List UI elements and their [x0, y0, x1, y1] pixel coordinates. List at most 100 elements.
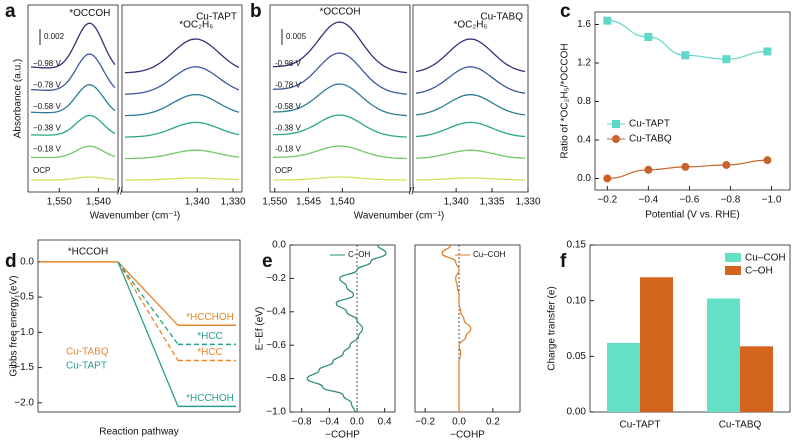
sample-label: Cu-TAPT: [196, 12, 237, 23]
spectrum: [124, 93, 240, 117]
marker: [681, 162, 690, 171]
legend-swatch: [725, 253, 741, 262]
x-tick-label: −0.4: [638, 195, 658, 206]
series-label: −0.78 V: [33, 81, 61, 90]
y-tick-label: −0.2: [266, 273, 286, 284]
x-tick-label: 1,330: [221, 197, 246, 208]
panel-label: c: [560, 1, 571, 22]
legend-label: Cu–COH: [745, 253, 786, 264]
annotation: *OCCOH: [319, 7, 360, 18]
y-tick-label: 0.10: [567, 295, 587, 306]
x-tick-label: 1,335: [480, 197, 505, 208]
spectrum: [273, 21, 408, 74]
y-tick-label: 1.6: [577, 19, 591, 30]
x-tick-label: 1,545: [296, 197, 321, 208]
state-label: *HCCHOH: [186, 312, 234, 323]
marker: [722, 160, 731, 169]
spectrum: [30, 84, 116, 114]
y-tick-label: −0.5: [14, 292, 34, 303]
x-axis-label: −COHP: [450, 430, 485, 441]
x-tick-label: −0.6: [680, 195, 700, 206]
x-tick-label: −0.8: [292, 417, 312, 428]
marker: [763, 156, 772, 165]
x-tick-label: 1,340: [185, 197, 210, 208]
x-tick-label: 0.2: [486, 417, 500, 428]
plot-frame: [594, 11, 791, 191]
x-axis-label: Wavenumber (cm⁻¹): [354, 211, 444, 222]
plot-frame: [289, 244, 396, 413]
bar: [707, 298, 740, 412]
x-tick-label: 0.0: [350, 417, 364, 428]
spectrum: [124, 121, 240, 138]
y-tick-label: 0.0: [20, 256, 34, 267]
plot-frame: [27, 4, 119, 193]
x-tick-label: Cu-TABQ: [719, 420, 762, 431]
plot-frame: [414, 244, 521, 413]
spectrum: [30, 53, 116, 91]
spectrum: [415, 66, 526, 94]
legend-label: Cu-TAPT: [66, 361, 107, 372]
marker: [722, 55, 731, 64]
spectrum: [415, 149, 526, 159]
energy-connector: [117, 261, 179, 407]
spectrum: [415, 38, 526, 73]
marker: [644, 33, 653, 42]
y-axis-label: E−Ef (eV): [255, 307, 266, 351]
legend-label: Cu-TABQ: [66, 347, 109, 358]
sample-label: Cu-TABQ: [480, 12, 523, 23]
bar: [607, 342, 640, 412]
y-axis-label: Gibbs free energy (eV): [9, 275, 20, 376]
state-label: *HCCHOH: [186, 393, 234, 404]
plot-frame: [121, 4, 243, 193]
spectrum: [31, 145, 116, 159]
spectrum: [125, 149, 240, 160]
series-label: -0.98 V: [275, 59, 301, 68]
scale-bar-label: 0.002: [44, 32, 65, 41]
x-axis-label: Wavenumber (cm⁻¹): [90, 211, 180, 222]
y-tick-label: 0.4: [577, 135, 591, 146]
legend-label: Cu–COH: [473, 250, 506, 259]
y-axis-label: Absorbance (a.u.): [13, 59, 24, 139]
x-tick-label: 1,540: [86, 197, 111, 208]
marker: [763, 47, 772, 56]
x-tick-label: 0.0: [452, 417, 466, 428]
y-tick-label: 0.8: [577, 96, 591, 107]
marker: [603, 174, 612, 183]
y-tick-label: −1.0: [14, 327, 34, 338]
series-label: −0.18 V: [33, 145, 61, 154]
cohp-curve: [441, 244, 472, 412]
panel-label: d: [5, 251, 17, 272]
bar: [740, 346, 773, 412]
marker: [644, 165, 653, 174]
x-axis-label: Potential (V vs. RHE): [645, 210, 739, 221]
spectrum: [272, 83, 408, 117]
series-label: -0.38 V: [275, 123, 301, 132]
y-tick-label: −0.6: [266, 340, 286, 351]
legend-swatch: [725, 266, 741, 275]
y-tick-label: 0.00: [567, 407, 587, 418]
break-mark: //: [409, 187, 415, 198]
legend-label: C–OH: [745, 266, 773, 277]
series-label: OCP: [275, 166, 292, 175]
series-label: -0.78 V: [275, 81, 301, 90]
x-tick-label: 1,330: [515, 197, 540, 208]
spectrum: [415, 93, 526, 116]
y-tick-label: 0.05: [567, 351, 587, 362]
y-tick-label: −1.0: [266, 407, 286, 418]
y-tick-label: 0.0: [577, 173, 591, 184]
annotation: *OC₂H₅: [453, 20, 487, 31]
state-label: *HCC: [197, 331, 223, 342]
x-tick-label: −0.4: [320, 417, 340, 428]
x-tick-label: 1,550: [262, 197, 287, 208]
cohp-curve: [306, 244, 387, 413]
spectrum: [125, 177, 240, 181]
x-tick-label: −1.0: [762, 195, 782, 206]
annotation: *OC₂H₅: [179, 20, 213, 31]
spectrum: [273, 145, 408, 160]
annotation: *OCCOH: [69, 8, 110, 19]
y-tick-label: 0.15: [567, 240, 587, 251]
bar: [640, 277, 673, 412]
spectrum: [124, 66, 240, 95]
series-label: -0.58 V: [275, 102, 301, 111]
